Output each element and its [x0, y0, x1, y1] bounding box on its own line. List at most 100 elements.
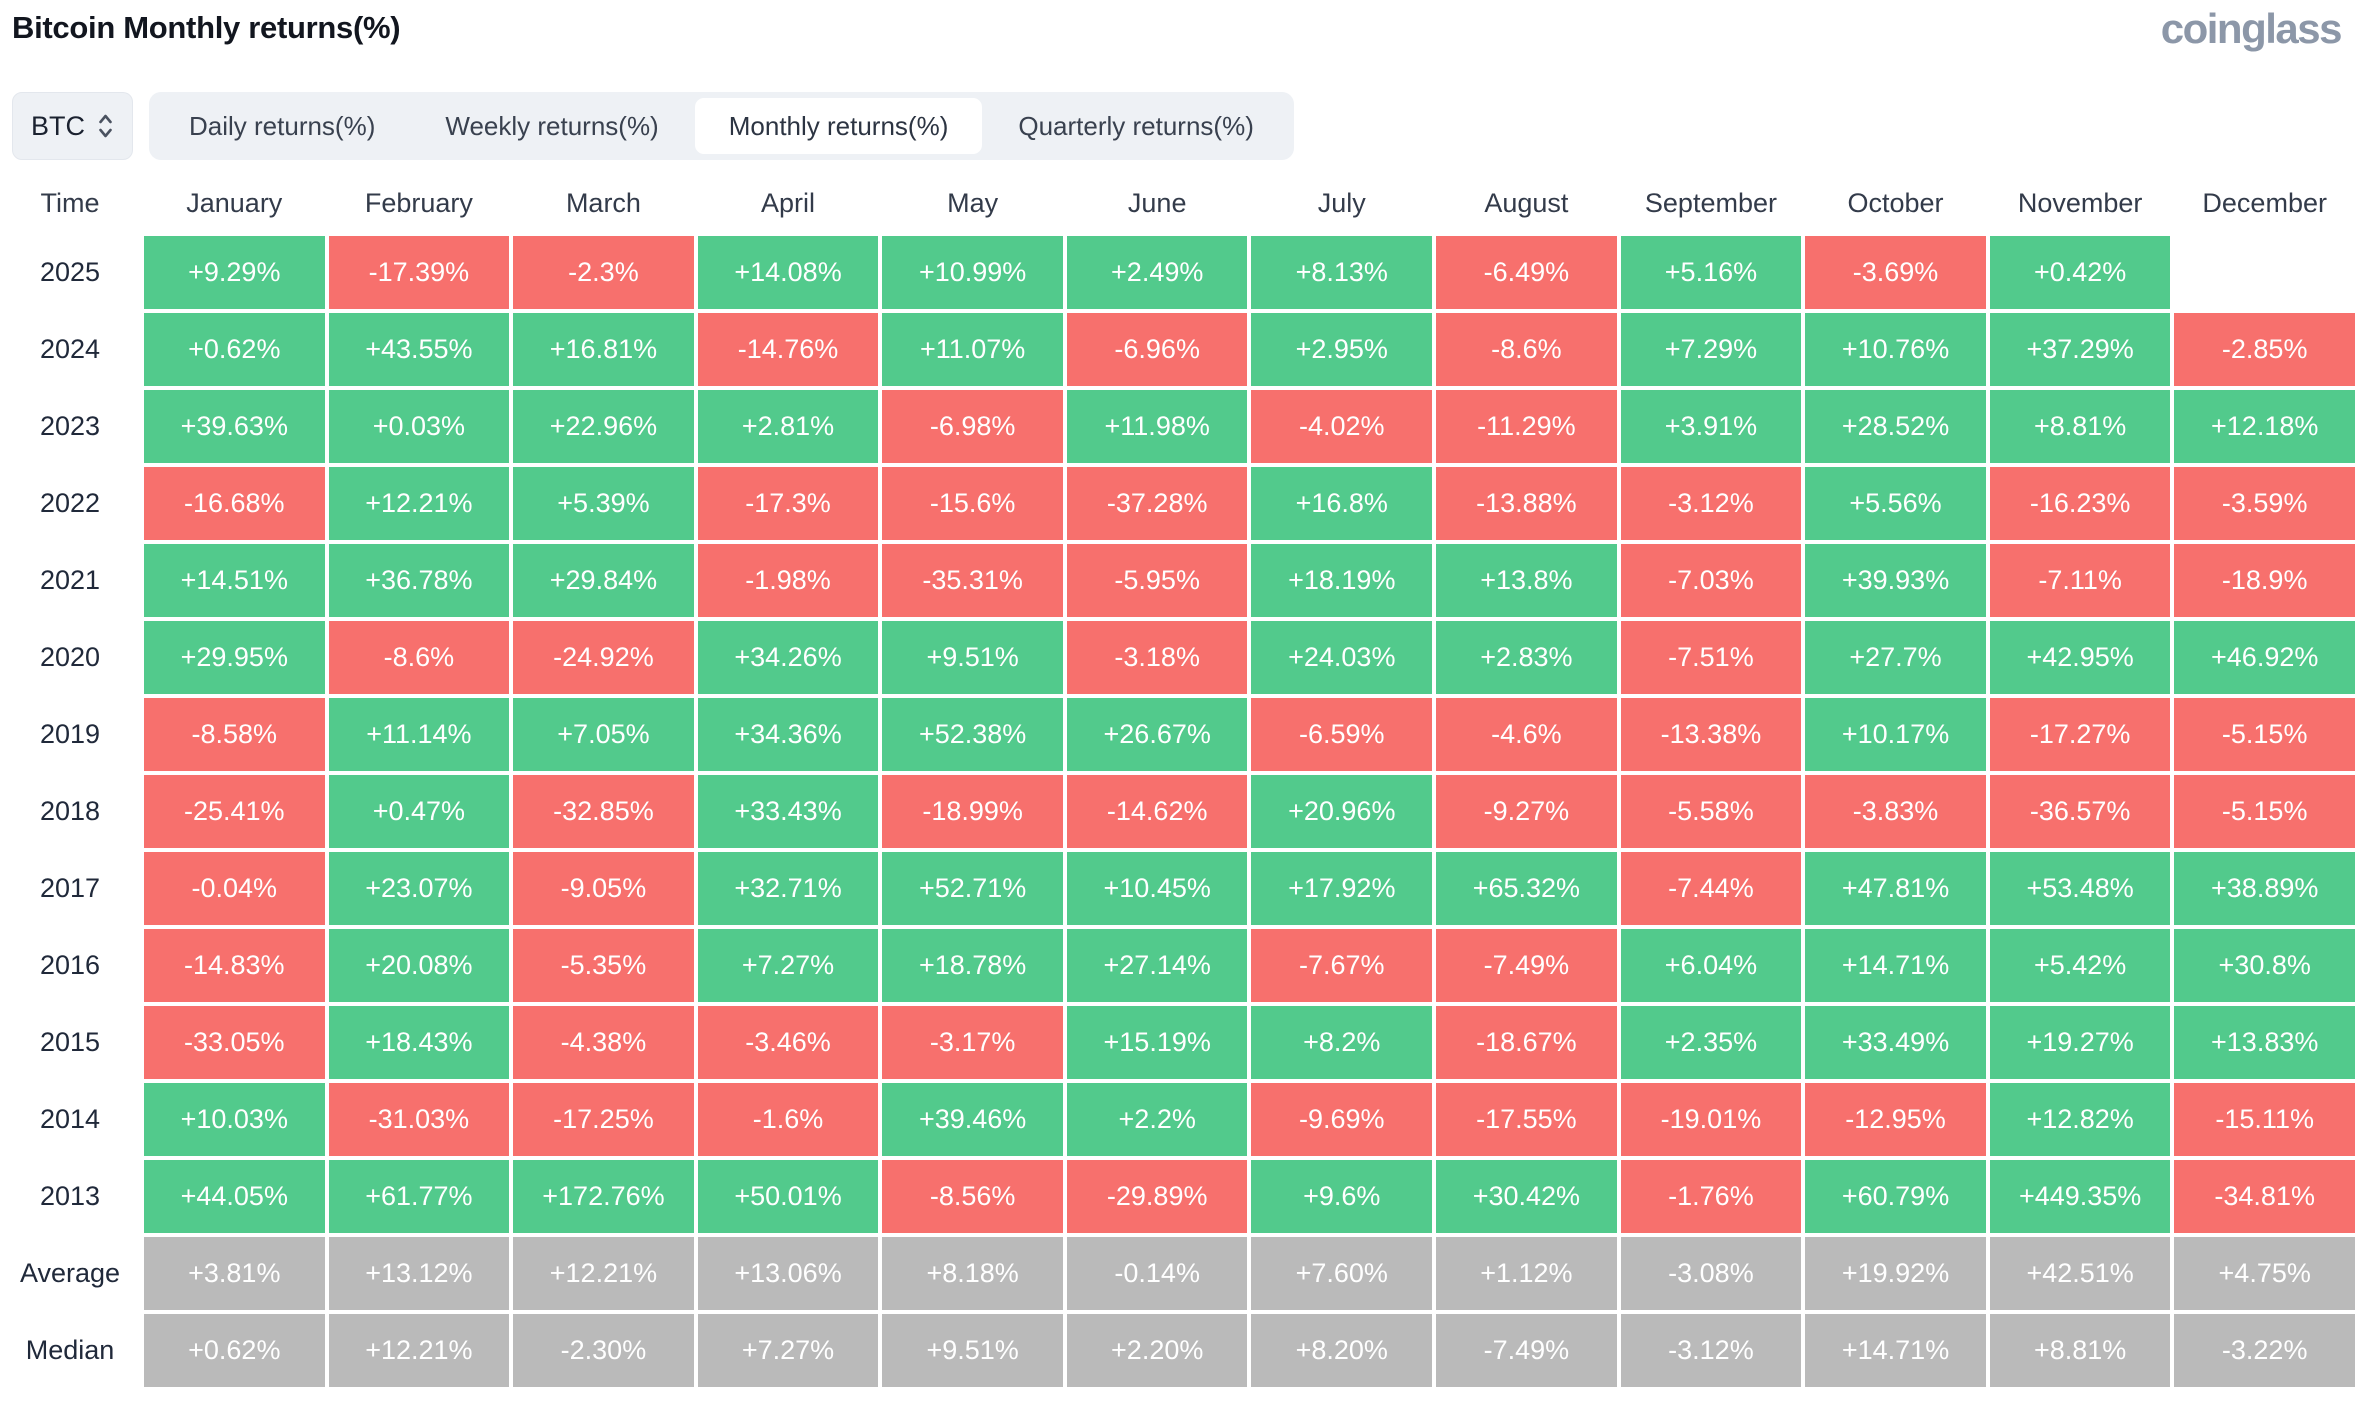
month-column-header: November [2017, 187, 2143, 218]
return-cell: -6.96% [1066, 313, 1248, 386]
return-cell: +50.01% [697, 1160, 879, 1233]
return-cell: +0.47% [328, 775, 510, 848]
row-label: 2016 [39, 950, 101, 980]
month-column-header: October [1847, 187, 1944, 218]
return-cell: +0.62% [144, 1314, 325, 1387]
month-column-header: July [1317, 187, 1366, 218]
return-cell: -18.67% [1436, 1006, 1617, 1079]
tab-daily-returns[interactable]: Daily returns(%) [189, 110, 376, 141]
return-cell: -7.44% [1620, 852, 1802, 925]
return-cell: -5.15% [2174, 775, 2355, 848]
return-cell: -3.83% [1805, 775, 1986, 848]
return-cell: +14.51% [144, 544, 325, 617]
return-cell: +449.35% [1989, 1160, 2171, 1233]
return-cell: +4.75% [2174, 1237, 2355, 1310]
return-cell: +39.46% [882, 1083, 1063, 1156]
return-cell: -6.49% [1436, 236, 1617, 309]
return-cell: +5.16% [1620, 236, 1802, 309]
return-cell: +9.6% [1251, 1160, 1433, 1233]
return-cell: +2.49% [1066, 236, 1248, 309]
tabs: Daily returns(%) Weekly returns(%) Monthly… [149, 92, 1294, 160]
return-cell: +8.18% [882, 1237, 1063, 1310]
return-cell: -6.98% [882, 390, 1063, 463]
return-cell: -16.68% [144, 467, 325, 540]
return-cell: -7.49% [1436, 1314, 1617, 1387]
return-cell: -7.49% [1436, 929, 1617, 1002]
table-row: 2017 -0.04% +23.07% -9.05% +32.71% +52.71% +10… [0, 852, 2359, 925]
return-cell: +30.8% [2174, 929, 2355, 1002]
column-header-row: Time January February March April May June July… [0, 174, 2359, 232]
row-label: Average [19, 1258, 121, 1288]
return-cell: +27.7% [1805, 621, 1986, 694]
return-cell: +44.05% [144, 1160, 325, 1233]
return-cell: +38.89% [2174, 852, 2355, 925]
return-cell: +5.42% [1989, 929, 2171, 1002]
return-cell: +10.45% [1066, 852, 1248, 925]
table-row: 2023 +39.63% +0.03% +22.96% +2.81% -6.98% +11.… [0, 390, 2359, 463]
return-cell: +14.71% [1805, 929, 1986, 1002]
month-column-header: April [761, 187, 816, 218]
return-cell: +8.20% [1251, 1314, 1433, 1387]
return-cell: -29.89% [1066, 1160, 1248, 1233]
month-column-header: September [1644, 187, 1777, 218]
return-cell: +16.8% [1251, 467, 1433, 540]
return-cell: -8.6% [328, 621, 510, 694]
table-row: Average +3.81% +13.12% +12.21% +13.06% +8.18%… [0, 1237, 2359, 1310]
return-cell: +0.62% [144, 313, 325, 386]
return-cell: +5.39% [513, 467, 694, 540]
return-cell: -5.58% [1620, 775, 1802, 848]
return-cell: +33.49% [1805, 1006, 1986, 1079]
return-cell: +10.03% [144, 1083, 325, 1156]
return-cell: -9.05% [513, 852, 694, 925]
return-cell: -7.03% [1620, 544, 1802, 617]
table-row: 2016 -14.83% +20.08% -5.35% +7.27% +18.78% +27… [0, 929, 2359, 1002]
return-cell: +19.27% [1989, 1006, 2171, 1079]
return-cell: +17.92% [1251, 852, 1433, 925]
return-cell: -0.14% [1066, 1237, 1248, 1310]
return-cell: -6.59% [1251, 698, 1433, 771]
return-cell: -17.39% [328, 236, 510, 309]
return-cell: -17.3% [697, 467, 879, 540]
row-label: Median [25, 1335, 115, 1365]
symbol-select[interactable]: BTC [12, 92, 133, 160]
return-cell: +10.99% [882, 236, 1063, 309]
return-cell: +20.08% [328, 929, 510, 1002]
return-cell: -3.08% [1620, 1237, 1802, 1310]
return-cell: -18.99% [882, 775, 1063, 848]
return-cell: +26.67% [1066, 698, 1248, 771]
return-cell: -17.27% [1989, 698, 2171, 771]
return-cell: -2.3% [513, 236, 694, 309]
return-cell: +52.71% [882, 852, 1063, 925]
return-cell: -7.67% [1251, 929, 1433, 1002]
tab-monthly-returns[interactable]: Monthly returns(%) [694, 98, 983, 154]
return-cell: +2.20% [1066, 1314, 1248, 1387]
return-cell: +42.51% [1989, 1237, 2171, 1310]
return-cell: +61.77% [328, 1160, 510, 1233]
table-row: 2022 -16.68% +12.21% +5.39% -17.3% -15.6% -37.… [0, 467, 2359, 540]
return-cell [2174, 236, 2355, 309]
table-row: 2013 +44.05% +61.77% +172.76% +50.01% -8.56% -… [0, 1160, 2359, 1233]
return-cell: +10.17% [1805, 698, 1986, 771]
return-cell: +34.36% [697, 698, 879, 771]
return-cell: -32.85% [513, 775, 694, 848]
row-label: 2014 [39, 1104, 101, 1134]
return-cell: +18.19% [1251, 544, 1433, 617]
return-cell: +13.8% [1436, 544, 1617, 617]
return-cell: +43.55% [328, 313, 510, 386]
return-cell: +42.95% [1989, 621, 2171, 694]
row-label: 2023 [39, 411, 101, 441]
return-cell: +30.42% [1436, 1160, 1617, 1233]
row-label: 2025 [39, 257, 101, 287]
row-label: 2017 [39, 873, 101, 903]
return-cell: -35.31% [882, 544, 1063, 617]
tab-weekly-returns[interactable]: Weekly returns(%) [445, 110, 659, 141]
return-cell: +12.18% [2174, 390, 2355, 463]
tab-quarterly-returns[interactable]: Quarterly returns(%) [1018, 110, 1254, 141]
return-cell: +172.76% [513, 1160, 694, 1233]
month-column-header: February [364, 187, 473, 218]
return-cell: +47.81% [1805, 852, 1986, 925]
return-cell: -9.27% [1436, 775, 1617, 848]
return-cell: +2.35% [1620, 1006, 1802, 1079]
return-cell: +37.29% [1989, 313, 2171, 386]
return-cell: -14.76% [697, 313, 879, 386]
